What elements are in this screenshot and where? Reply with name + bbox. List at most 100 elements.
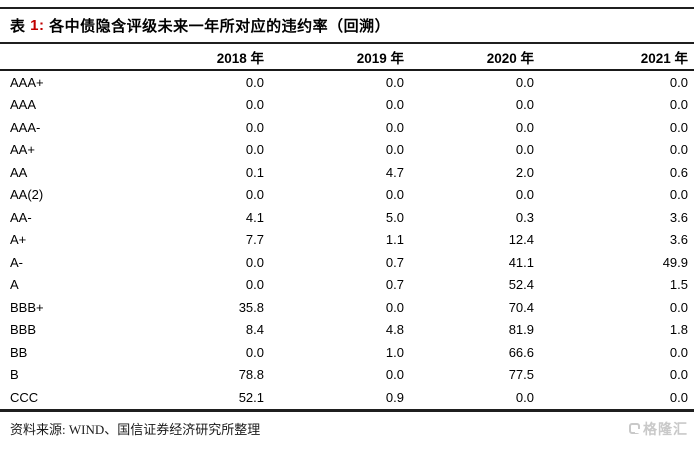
value-cell: 66.6: [508, 344, 534, 360]
year-column-header: 2018 年: [180, 44, 270, 71]
value-cell: 0.0: [515, 97, 534, 113]
value-cell: 0.0: [669, 344, 688, 360]
value-cell: 0.0: [245, 74, 264, 90]
table-row: AA- 4.1 5.0 0.3 3.6: [0, 206, 694, 229]
table-row: AA+ 0.0 0.0 0.0 0.0: [0, 139, 694, 162]
rating-cell: AAA+: [10, 74, 44, 90]
table-title-text: 各中债隐含评级未来一年所对应的违约率（回溯）: [44, 18, 391, 35]
table-row: CCC 52.1 0.9 0.0 0.0: [0, 386, 694, 409]
rating-cell: BBB: [10, 322, 37, 338]
value-cell: 0.0: [669, 97, 688, 113]
value-cell: 0.3: [515, 209, 534, 225]
table-row: AAA+ 0.0 0.0 0.0 0.0: [0, 70, 694, 94]
value-cell: 0.0: [385, 142, 404, 158]
rating-cell: AA: [10, 164, 28, 180]
rating-cell: A-: [10, 254, 23, 270]
value-cell: 1.0: [385, 344, 404, 360]
table-row: AA 0.1 4.7 2.0 0.6: [0, 161, 694, 184]
value-cell: 0.0: [385, 119, 404, 135]
value-cell: 1.8: [669, 322, 688, 338]
rating-cell: BBB+: [10, 299, 44, 315]
gelonghui-logo-icon: [629, 423, 640, 434]
value-cell: 70.4: [508, 299, 534, 315]
top-rule: [0, 7, 694, 9]
value-cell: 0.0: [515, 142, 534, 158]
value-cell: 4.8: [385, 322, 404, 338]
year-column-header: 2019 年: [270, 44, 410, 71]
value-cell: 0.0: [669, 74, 688, 90]
value-cell: 0.0: [245, 254, 264, 270]
value-cell: 0.0: [669, 187, 688, 203]
rating-cell: BB: [10, 344, 28, 360]
gelonghui-logo-text: 格隆汇: [643, 420, 688, 437]
value-cell: 8.4: [245, 322, 264, 338]
source-note: 资料来源: WIND、国信证券经济研究所整理: [10, 422, 261, 437]
table-row: A 0.0 0.7 52.4 1.5: [0, 274, 694, 297]
value-cell: 5.0: [385, 209, 404, 225]
value-cell: 0.0: [515, 187, 534, 203]
value-cell: 35.8: [238, 299, 264, 315]
table-title-prefix: 表: [10, 18, 31, 35]
value-cell: 0.1: [245, 164, 264, 180]
value-cell: 0.0: [669, 367, 688, 383]
table-row: BB 0.0 1.0 66.6 0.0: [0, 341, 694, 364]
table-row: A- 0.0 0.7 41.1 49.9: [0, 251, 694, 274]
rating-cell: CCC: [10, 389, 39, 405]
value-cell: 4.7: [385, 164, 404, 180]
value-cell: 0.0: [669, 389, 688, 405]
value-cell: 0.9: [385, 389, 404, 405]
table-row: AAA 0.0 0.0 0.0 0.0: [0, 94, 694, 117]
value-cell: 0.0: [245, 142, 264, 158]
value-cell: 81.9: [508, 322, 534, 338]
table-row: A+ 7.7 1.1 12.4 3.6: [0, 229, 694, 252]
value-cell: 3.6: [669, 209, 688, 225]
footer: 资料来源: WIND、国信证券经济研究所整理 格隆汇: [0, 412, 694, 443]
table-row: BBB 8.4 4.8 81.9 1.8: [0, 319, 694, 342]
table-row: AA(2) 0.0 0.0 0.0 0.0: [0, 184, 694, 207]
value-cell: 49.9: [662, 254, 688, 270]
value-cell: 4.1: [245, 209, 264, 225]
table-title: 表 1: 各中债隐含评级未来一年所对应的违约率（回溯）: [0, 9, 694, 42]
rating-cell: AAA: [10, 97, 37, 113]
value-cell: 0.0: [245, 344, 264, 360]
title-divider-rule: [0, 42, 694, 44]
value-cell: 0.0: [245, 97, 264, 113]
rating-cell: AA+: [10, 142, 35, 158]
value-cell: 41.1: [508, 254, 534, 270]
rating-cell: AA(2): [10, 187, 44, 203]
value-cell: 0.0: [385, 299, 404, 315]
rating-cell: A+: [10, 232, 27, 248]
rating-column-header: [0, 44, 180, 71]
value-cell: 3.6: [669, 232, 688, 248]
value-cell: 0.0: [669, 142, 688, 158]
value-cell: 0.0: [385, 187, 404, 203]
gelonghui-logo: 格隆汇: [629, 419, 688, 439]
value-cell: 0.0: [515, 74, 534, 90]
rating-cell: B: [10, 367, 19, 383]
value-cell: 2.0: [515, 164, 534, 180]
value-cell: 52.4: [508, 277, 534, 293]
value-cell: 0.6: [669, 164, 688, 180]
table-row: AAA- 0.0 0.0 0.0 0.0: [0, 116, 694, 139]
value-cell: 12.4: [508, 232, 534, 248]
value-cell: 0.0: [245, 119, 264, 135]
table-header-row: 2018 年 2019 年 2020 年 2021 年: [0, 44, 694, 71]
rating-cell: AAA-: [10, 119, 41, 135]
value-cell: 0.0: [669, 119, 688, 135]
year-column-header: 2020 年: [410, 44, 540, 71]
value-cell: 0.0: [515, 119, 534, 135]
value-cell: 52.1: [238, 389, 264, 405]
value-cell: 0.7: [385, 277, 404, 293]
value-cell: 7.7: [245, 232, 264, 248]
value-cell: 77.5: [508, 367, 534, 383]
value-cell: 0.7: [385, 254, 404, 270]
table-row: BBB+ 35.8 0.0 70.4 0.0: [0, 296, 694, 319]
default-rate-table: 2018 年 2019 年 2020 年 2021 年 AAA+ 0.0 0.0 0.0 0.…: [0, 44, 694, 409]
rating-cell: AA-: [10, 209, 32, 225]
value-cell: 0.0: [245, 187, 264, 203]
value-cell: 0.0: [245, 277, 264, 293]
value-cell: 0.0: [385, 74, 404, 90]
value-cell: 1.5: [669, 277, 688, 293]
bottom-rule: [0, 408, 694, 412]
value-cell: 78.8: [238, 367, 264, 383]
